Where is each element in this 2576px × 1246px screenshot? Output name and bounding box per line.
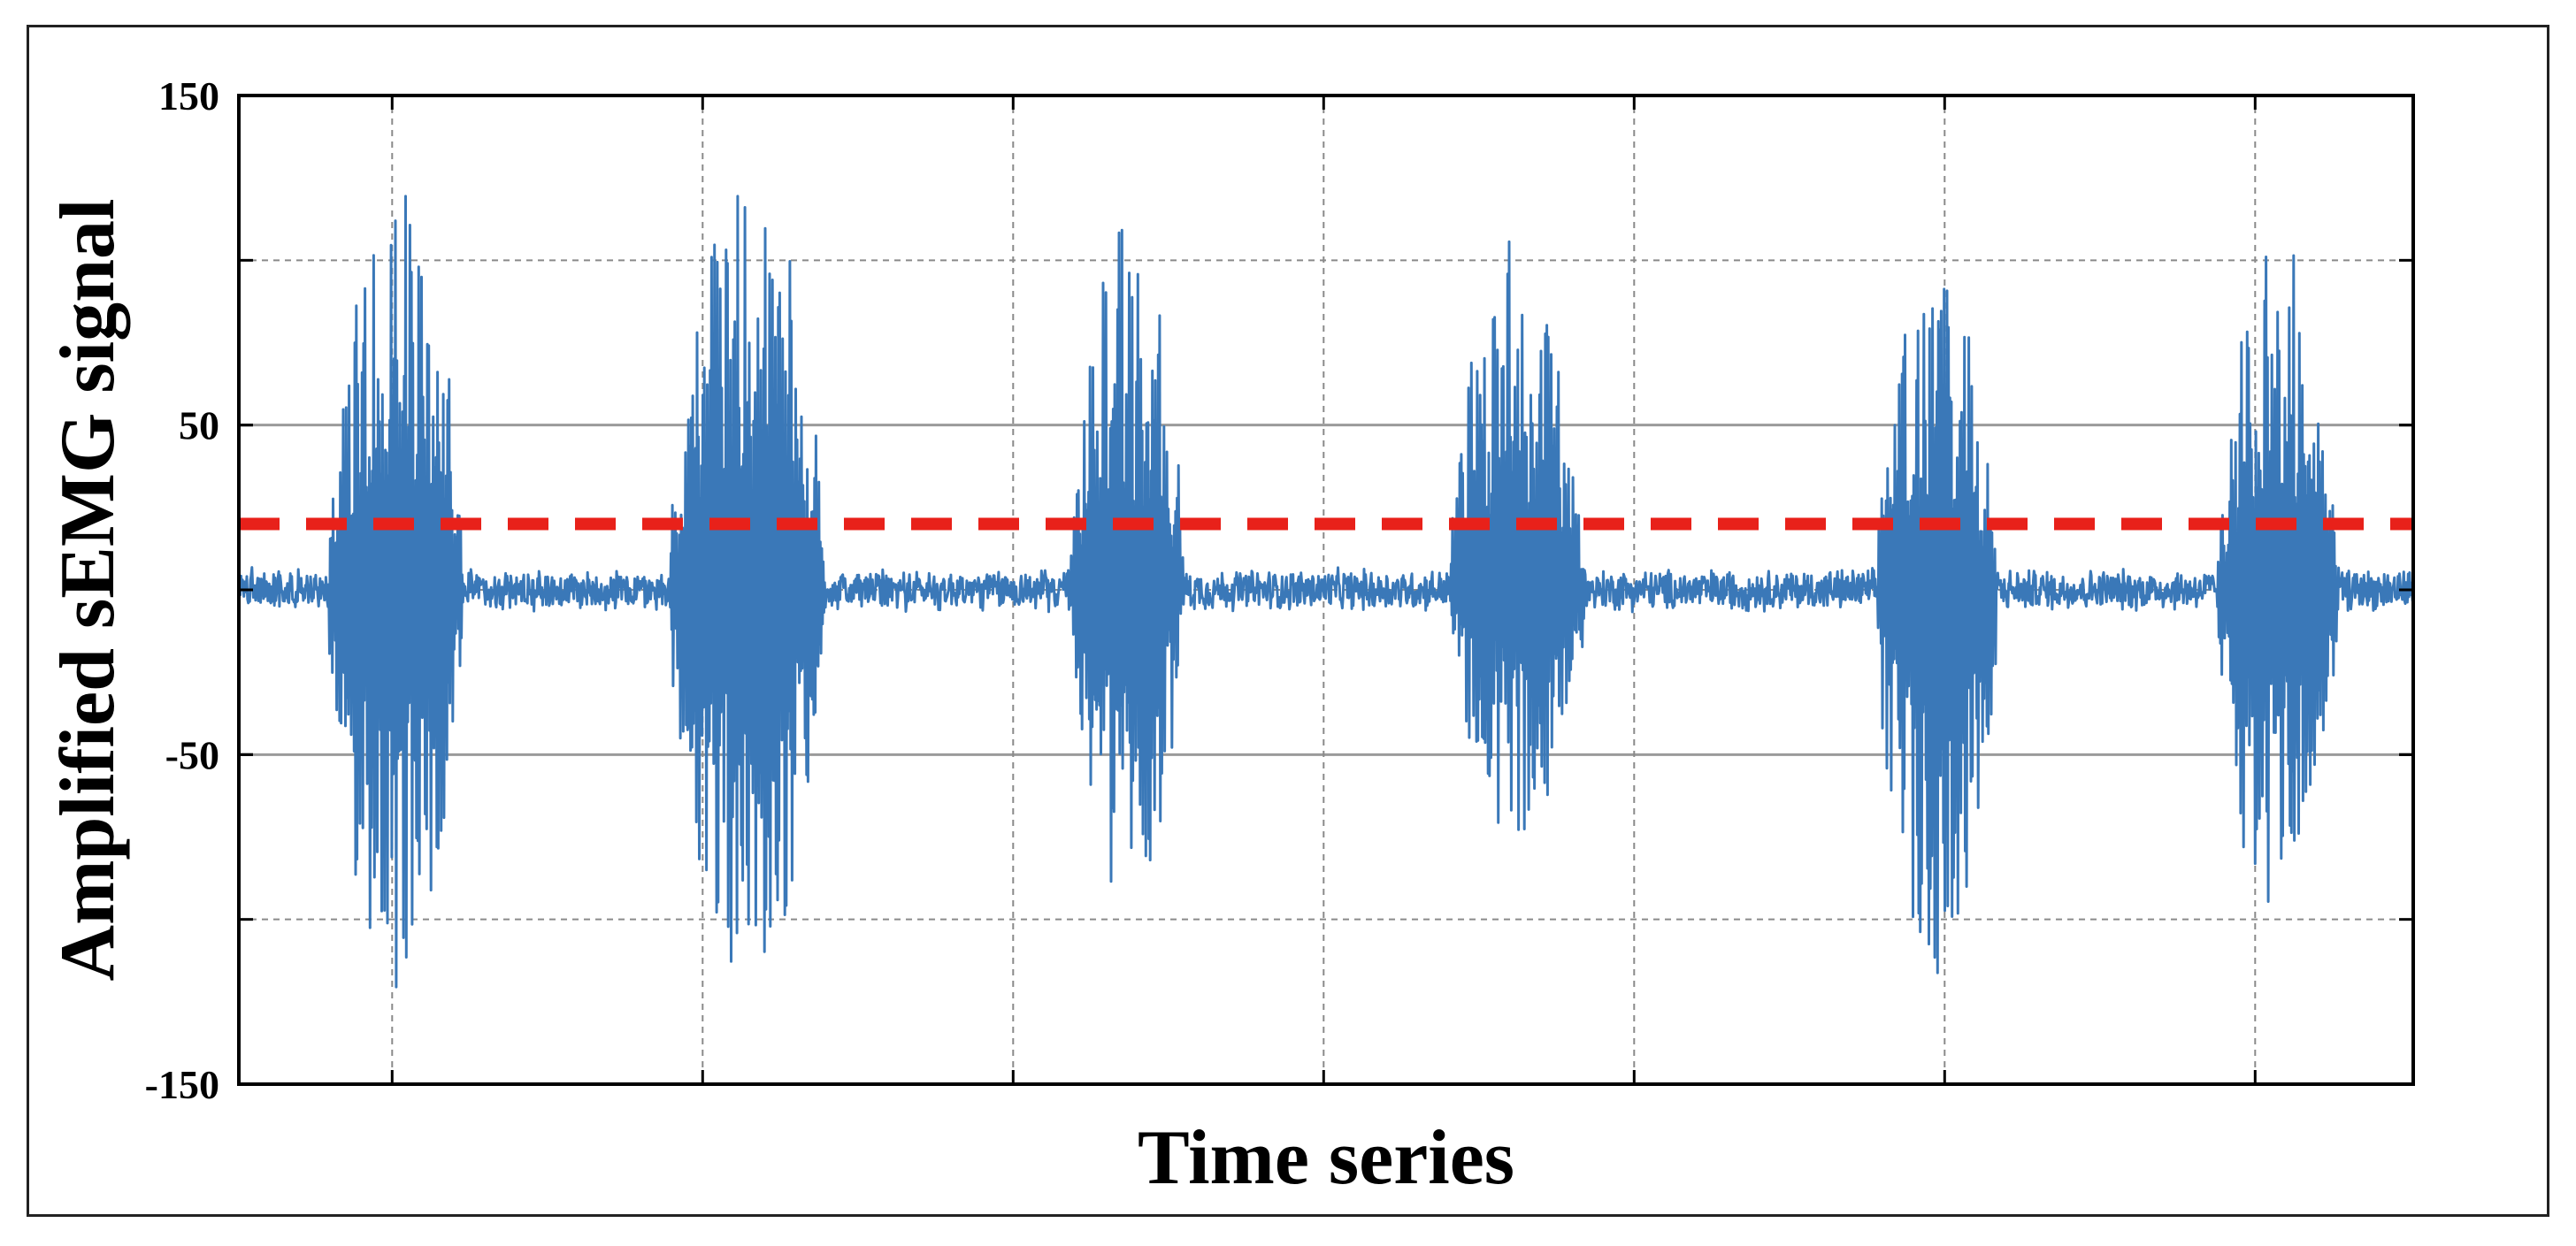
axis-ticks — [239, 94, 2413, 1086]
semg-signal-line — [239, 195, 2413, 989]
y-tick-label: 150 — [158, 73, 219, 118]
y-tick-label: -150 — [145, 1062, 219, 1107]
signal-layer — [239, 195, 2413, 989]
axis-tick-labels: -150 -50 50 150 — [145, 73, 219, 1107]
y-tick-label: 50 — [179, 403, 219, 448]
y-tick-label: -50 — [165, 732, 219, 777]
y-axis-title: Amplified sEMG signal — [45, 199, 131, 982]
x-axis-title: Time series — [1138, 1115, 1514, 1201]
